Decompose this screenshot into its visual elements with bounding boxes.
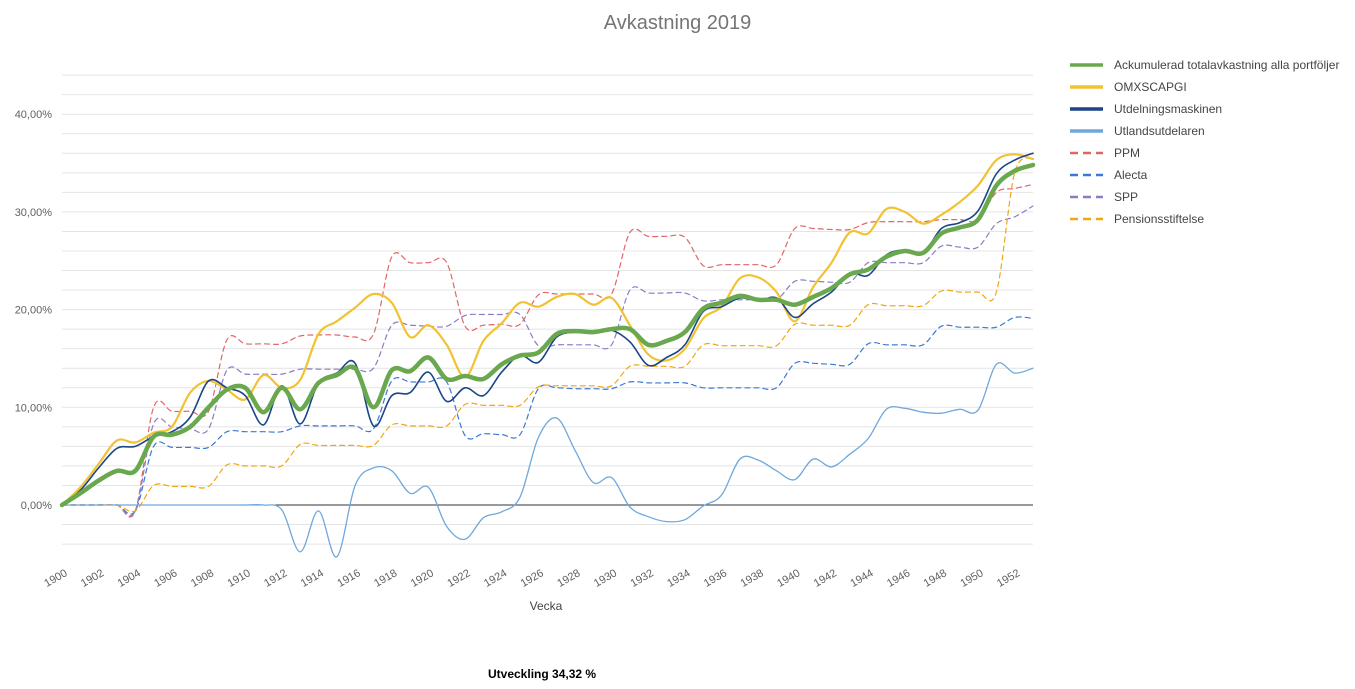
legend-label: Utdelningsmaskinen xyxy=(1114,102,1222,116)
x-tick-label: 1932 xyxy=(629,567,656,590)
chart-title: Avkastning 2019 xyxy=(603,12,752,34)
series-line-spp xyxy=(61,205,1034,517)
x-tick-label: 1902 xyxy=(79,567,106,590)
legend: Ackumulerad totalavkastning alla portföl… xyxy=(1070,58,1339,226)
x-tick-label: 1926 xyxy=(519,567,546,590)
y-tick-label: 20,00% xyxy=(15,305,53,317)
series-line-ppm xyxy=(61,183,1034,518)
x-tick-label: 1940 xyxy=(775,567,802,590)
legend-label: Pensionsstiftelse xyxy=(1114,212,1204,226)
series-line-utdelningsmaskinen xyxy=(61,152,1034,506)
x-tick-label: 1910 xyxy=(226,567,253,590)
x-tick-label: 1944 xyxy=(848,567,875,590)
x-tick-label: 1922 xyxy=(445,567,472,590)
x-tick-label: 1914 xyxy=(299,567,326,590)
series-line-utlandsutdelaren xyxy=(61,362,1034,558)
x-tick-label: 1916 xyxy=(335,567,362,590)
x-tick-label: 1936 xyxy=(702,567,729,590)
y-tick-label: 0,00% xyxy=(21,500,52,512)
legend-label: Utlandsutdelaren xyxy=(1114,124,1205,138)
x-tick-label: 1904 xyxy=(116,567,143,590)
x-tick-label: 1948 xyxy=(922,567,949,590)
x-tick-label: 1908 xyxy=(189,567,216,590)
x-tick-label: 1906 xyxy=(152,567,179,590)
grid-layer xyxy=(62,74,1033,545)
series-layer xyxy=(59,152,1036,558)
x-tick-label: 1924 xyxy=(482,567,509,590)
x-axis-label: Vecka xyxy=(529,599,563,613)
x-tick-label: 1942 xyxy=(812,567,839,590)
legend-label: SPP xyxy=(1114,190,1138,204)
x-tick-label: 1928 xyxy=(555,567,582,590)
x-tick-label: 1934 xyxy=(665,567,692,590)
x-tick-label: 1918 xyxy=(372,567,399,590)
series-line-pensionsstiftelse xyxy=(61,157,1034,513)
series-line-omxscapgi xyxy=(60,153,1035,507)
legend-label: Alecta xyxy=(1114,168,1148,182)
x-tick-label: 1930 xyxy=(592,567,619,590)
x-tick-label: 1912 xyxy=(262,567,289,590)
x-tick-label: 1938 xyxy=(738,567,765,590)
legend-label: OMXSCAPGI xyxy=(1114,80,1187,94)
y-tick-label: 30,00% xyxy=(15,207,53,219)
x-tick-label: 1900 xyxy=(42,567,69,590)
x-tick-label: 1920 xyxy=(409,567,436,590)
x-tick-label: 1950 xyxy=(958,567,985,590)
legend-label: PPM xyxy=(1114,146,1140,160)
x-axis-ticks: 1900 1902 1904 1906 1908 1910 1912 1914 1916 1918… xyxy=(42,567,1022,590)
footer-summary: Utveckling 34,32 % xyxy=(488,667,597,681)
y-tick-label: 10,00% xyxy=(15,402,53,414)
legend-label: Ackumulerad totalavkastning alla portföl… xyxy=(1114,58,1339,72)
x-tick-label: 1952 xyxy=(995,567,1022,590)
y-axis-ticks: 0,00% 10,00% 20,00% 30,00% 40,00% xyxy=(15,109,53,512)
series-line-ackumulerad-totalavkastning-alla-portföljer xyxy=(59,162,1036,508)
x-tick-label: 1946 xyxy=(885,567,912,590)
y-tick-label: 40,00% xyxy=(15,109,53,121)
